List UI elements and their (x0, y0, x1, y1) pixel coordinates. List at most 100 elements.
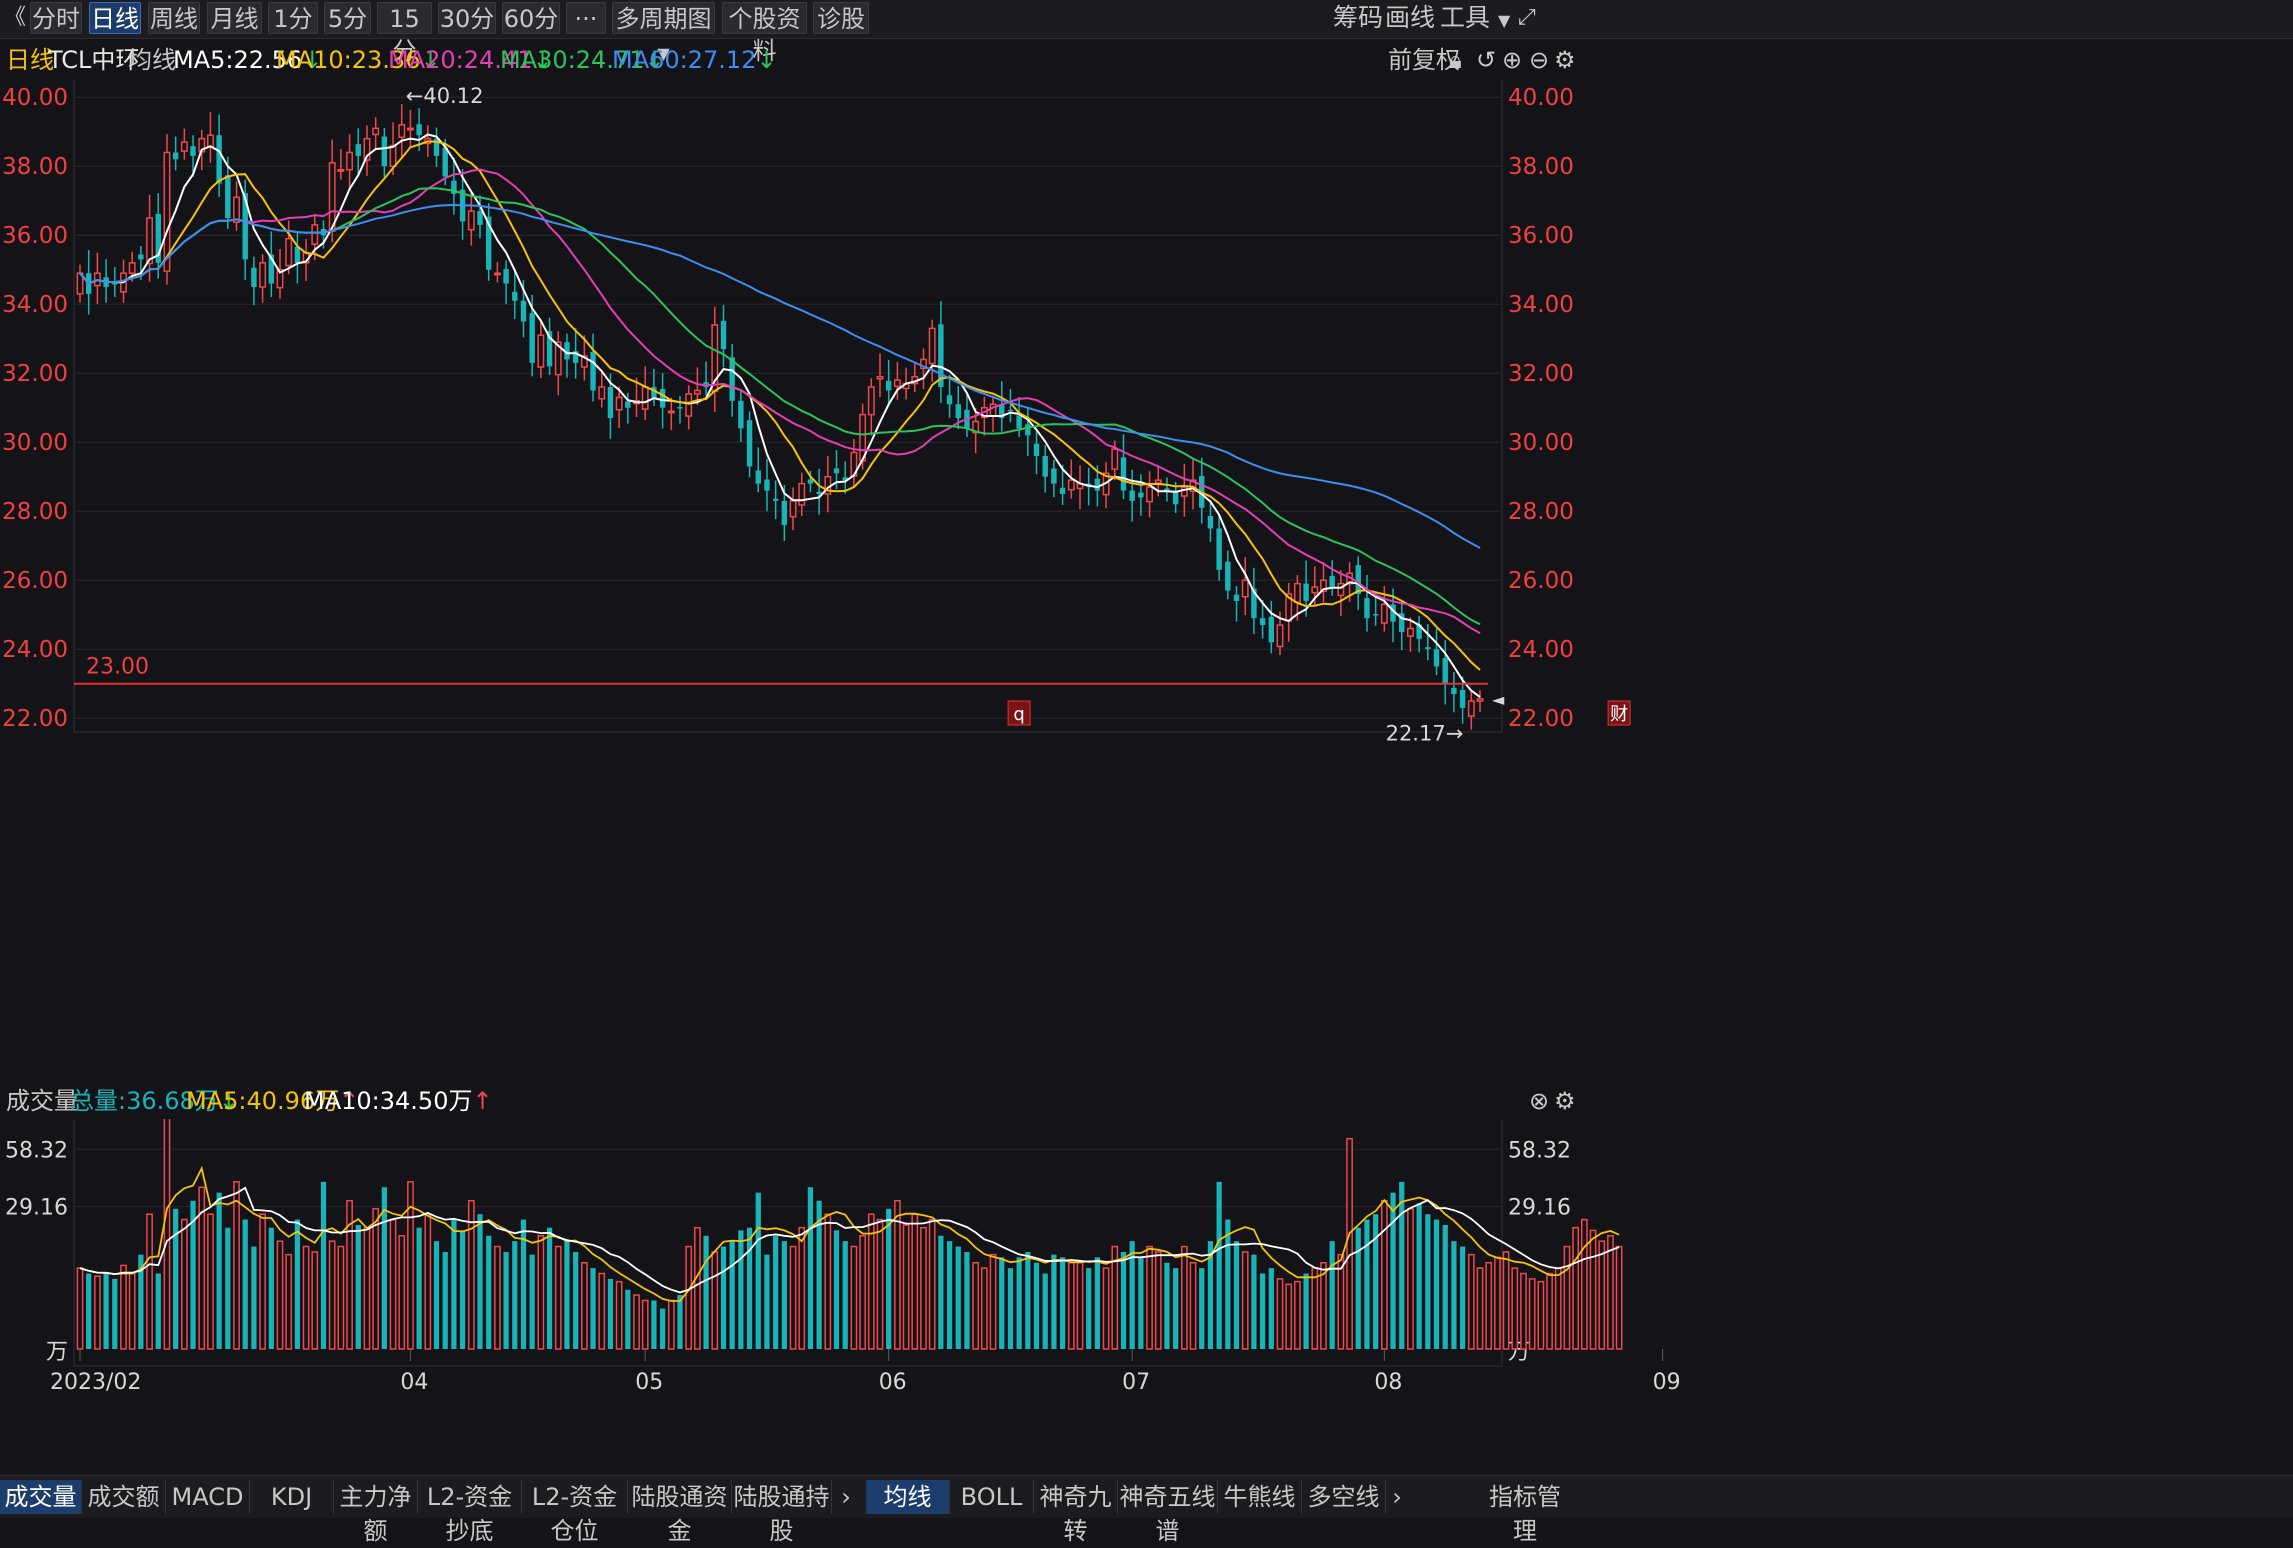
tab-main-net[interactable]: 主力净额 (334, 1480, 418, 1545)
ma-label[interactable]: 均线 (128, 46, 176, 74)
volume-bar (1320, 1261, 1327, 1350)
tab-kdj[interactable]: KDJ (250, 1480, 334, 1514)
volume-bar (894, 1199, 901, 1350)
candle-body (1320, 579, 1327, 593)
tab-volume[interactable]: 成交量 (0, 1480, 82, 1514)
tab-macd[interactable]: MACD (166, 1480, 250, 1514)
volume-bar (824, 1213, 832, 1350)
candle-body (1268, 616, 1274, 643)
candle-body (1111, 448, 1119, 470)
volume-bar (660, 1308, 666, 1349)
stock-info-button[interactable]: 个股资料 (722, 2, 807, 65)
volume-ma10-line (79, 1186, 1620, 1294)
candle-body (1293, 582, 1301, 604)
ma20-value: MA20:24.41↓ (388, 46, 553, 74)
volume-bar (703, 1235, 709, 1349)
tab-magic-nine[interactable]: 神奇九转 (1034, 1480, 1118, 1545)
diagnose-button[interactable]: 诊股 (813, 2, 869, 34)
lock-icon[interactable]: 🔒︎ (1449, 46, 1462, 74)
gear-icon[interactable]: ⚙ (1554, 1087, 1576, 1115)
draw-line-button[interactable]: 画线 (1385, 3, 1436, 32)
back-button[interactable]: 《 (4, 5, 27, 30)
period-tab-30min[interactable]: 30分 (438, 2, 496, 34)
volume-chart[interactable]: 116.64116.6487.4887.4858.3258.3229.1629.… (0, 1119, 2293, 1475)
period-tab-5min[interactable]: 5分 (324, 2, 371, 34)
volume-bar (1589, 1229, 1597, 1350)
volume-bar (677, 1295, 683, 1349)
volume-bar (294, 1219, 300, 1349)
tab-turnover[interactable]: 成交额 (82, 1480, 166, 1514)
volume-bar (355, 1224, 361, 1349)
candle-body (867, 386, 875, 416)
tools-dropdown[interactable]: 工具 ▼ (1440, 2, 1510, 34)
candle-body (1042, 456, 1048, 477)
volume-bar (859, 1235, 866, 1350)
volume-bar (789, 1245, 797, 1350)
tab-boll[interactable]: BOLL (950, 1480, 1034, 1514)
chevron-right-icon[interactable]: › (1392, 1483, 1402, 1511)
y-tick-label-left: 30.00 (2, 430, 68, 456)
minus-icon[interactable]: ⊖ (1529, 46, 1550, 74)
tab-l2-bottom[interactable]: L2-资金抄底 (418, 1480, 522, 1545)
undo-icon[interactable]: ↺ (1476, 46, 1497, 74)
tab-hk-connect-holdings[interactable]: 陆股通持股 (732, 1480, 832, 1545)
candle-body (772, 498, 779, 501)
volume-bar (537, 1235, 545, 1350)
tab-l2-position[interactable]: L2-资金仓位 (522, 1480, 628, 1545)
x-tick-label: 07 (1122, 1370, 1150, 1395)
volume-ma10: MA10:34.50万↑ (304, 1087, 493, 1115)
volume-bar (764, 1254, 770, 1349)
candle-body (972, 420, 980, 434)
tab-magic-five[interactable]: 神奇五线谱 (1118, 1480, 1218, 1545)
y-tick-label-left: 34.00 (2, 292, 68, 318)
period-tab-monthly[interactable]: 月线 (207, 2, 262, 34)
period-tab-fenshi[interactable]: 分时 (30, 2, 82, 34)
period-tab-daily[interactable]: 日线 (89, 2, 141, 34)
candle-body (372, 127, 380, 136)
volume-bar (1520, 1272, 1527, 1350)
period-tab-15min[interactable]: 15分 (377, 2, 432, 65)
candle-body (1225, 561, 1231, 591)
volume-bar (320, 1181, 327, 1349)
volume-bar (1303, 1273, 1309, 1349)
candle-body (928, 327, 936, 365)
plus-icon[interactable]: ⊕ (1502, 46, 1523, 74)
period-tab-60min[interactable]: 60分 (502, 2, 560, 34)
chevron-right-icon[interactable]: › (841, 1483, 851, 1511)
candle-body (554, 341, 562, 376)
tab-ma[interactable]: 均线 (866, 1480, 950, 1514)
volume-bar (337, 1245, 345, 1350)
volume-bar (180, 1218, 188, 1350)
volume-bar (964, 1251, 970, 1349)
candle-body (720, 320, 727, 350)
expand-icon[interactable]: ⤢ (1518, 5, 1536, 30)
more-periods-button[interactable]: ··· (566, 2, 606, 34)
volume-bar (346, 1199, 353, 1350)
tab-long-short[interactable]: 多空线 (1302, 1480, 1386, 1514)
period-tab-weekly[interactable]: 周线 (148, 2, 200, 34)
volume-bar (1060, 1257, 1066, 1349)
period-tab-1min[interactable]: 1分 (268, 2, 318, 34)
gear-icon[interactable]: ⚙ (1554, 46, 1576, 74)
chips-button[interactable]: 筹码 (1333, 3, 1384, 32)
adjust-mode-button[interactable]: 前复权 (1388, 46, 1460, 74)
candle-body (1207, 516, 1214, 529)
multi-period-dropdown[interactable]: 多周期图 ▼ (612, 2, 715, 63)
volume-bar (711, 1251, 719, 1350)
tab-bull-bear[interactable]: 牛熊线 (1218, 1480, 1302, 1514)
volume-bar (1033, 1262, 1040, 1349)
volume-bar (755, 1192, 761, 1349)
close-icon[interactable]: ⊗ (1529, 1087, 1550, 1115)
candlestick-chart[interactable]: 40.00 40.00 38.00 38.00 36.00 36.00 34.00 34.00… (0, 80, 2293, 1080)
volume-bar (641, 1299, 649, 1350)
volume-bar (886, 1208, 892, 1349)
ma5-value: MA5:22.56↓ (173, 46, 323, 74)
candle-body (259, 262, 267, 288)
volume-bar (1485, 1261, 1493, 1350)
indicator-manage-button[interactable]: 指标管理 (1489, 1483, 1561, 1545)
volume-bar (1390, 1192, 1396, 1349)
tab-hk-connect-funds[interactable]: 陆股通资金 (628, 1480, 732, 1545)
indicator-tab-bar: 成交量 成交额 MACD KDJ 主力净额 L2-资金抄底 L2-资金仓位 陆股… (0, 1475, 2293, 1545)
candle-body (242, 193, 248, 260)
candle-body (163, 151, 171, 272)
